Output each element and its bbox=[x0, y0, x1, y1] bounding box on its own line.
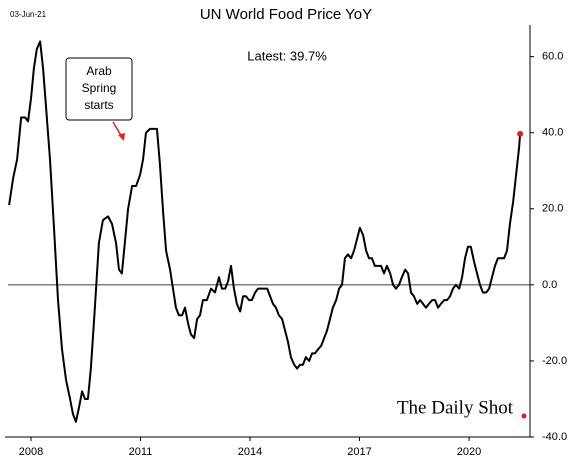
y-tick-label: 0.0 bbox=[542, 279, 557, 291]
date-label: 03-Jun-21 bbox=[10, 10, 47, 19]
last-point bbox=[517, 130, 524, 137]
x-tick-label: 2008 bbox=[19, 446, 43, 458]
brand: The Daily Shot bbox=[397, 397, 514, 418]
annotation-line: Spring bbox=[82, 81, 117, 95]
annotation-line: Arab bbox=[86, 64, 112, 78]
x-tick-label: 2020 bbox=[457, 446, 481, 458]
arrow-head bbox=[118, 133, 125, 141]
x-tick-label: 2014 bbox=[238, 446, 262, 458]
series-line bbox=[8, 40, 522, 423]
y-tick-label: 20.0 bbox=[542, 203, 563, 215]
brand-dot bbox=[521, 413, 527, 419]
annotation-line: starts bbox=[84, 98, 113, 112]
y-tick-label: -20.0 bbox=[542, 355, 567, 367]
annotation: Arab Spring starts bbox=[82, 64, 117, 112]
y-tick-label: -40.0 bbox=[542, 431, 567, 443]
x-tick-label: 2011 bbox=[129, 446, 153, 458]
chart-title: UN World Food Price YoY bbox=[200, 6, 372, 23]
annotation-box bbox=[65, 57, 133, 121]
y-tick-label: 40.0 bbox=[542, 127, 563, 139]
x-tick-label: 2017 bbox=[347, 446, 371, 458]
y-tick-label: 60.0 bbox=[542, 51, 563, 63]
latest-label: Latest: 39.7% bbox=[247, 48, 327, 63]
